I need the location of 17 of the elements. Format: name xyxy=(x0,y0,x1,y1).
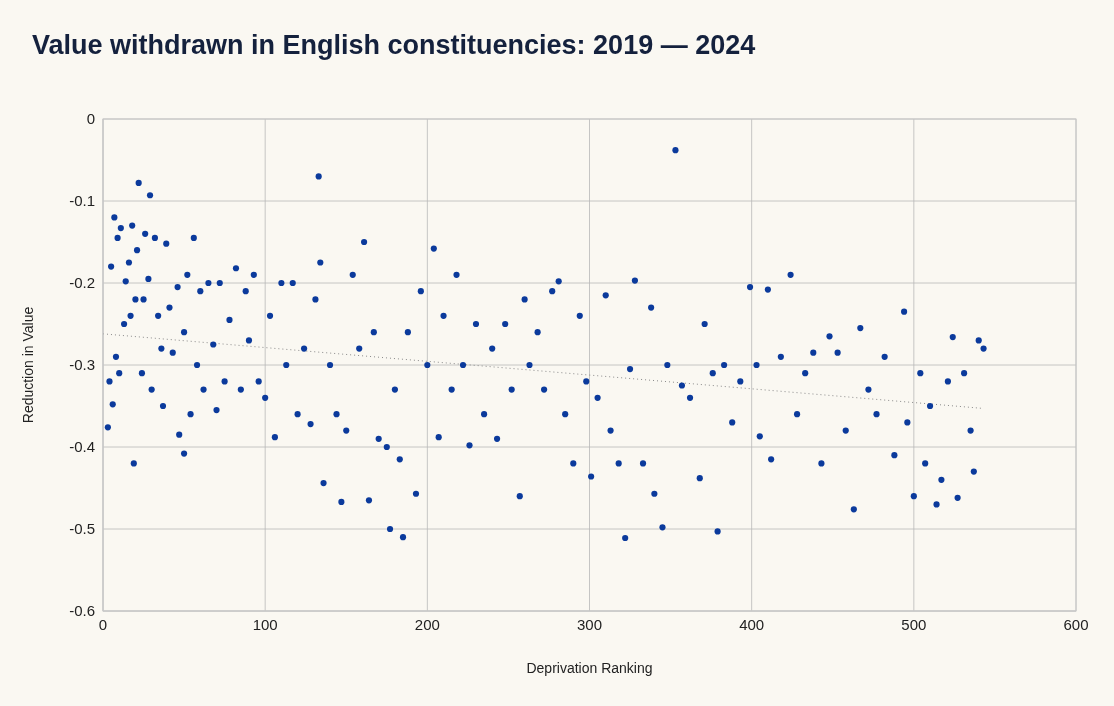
x-axis-title: Deprivation Ranking xyxy=(526,660,653,676)
y-axis-title: Reduction in Value xyxy=(19,306,36,424)
y-tick-label: -0.4 xyxy=(69,438,95,456)
chart-title: Value withdrawn in English constituencies: 2019 — 2024 xyxy=(32,30,756,61)
y-tick-label: -0.1 xyxy=(69,192,95,210)
y-tick-label: -0.5 xyxy=(69,520,95,538)
y-tick-label: -0.6 xyxy=(69,602,95,620)
x-tick-label: 500 xyxy=(901,615,927,633)
x-tick-label: 0 xyxy=(98,615,108,633)
x-tick-label: 200 xyxy=(414,615,440,633)
y-tick-label: -0.3 xyxy=(69,356,95,374)
y-tick-label: -0.2 xyxy=(69,274,95,292)
x-tick-label: 100 xyxy=(252,615,278,633)
x-tick-label: 300 xyxy=(576,615,603,633)
x-tick-label: 600 xyxy=(1063,615,1089,633)
x-tick-label: 400 xyxy=(739,615,765,633)
y-tick-label: 0 xyxy=(86,110,95,128)
